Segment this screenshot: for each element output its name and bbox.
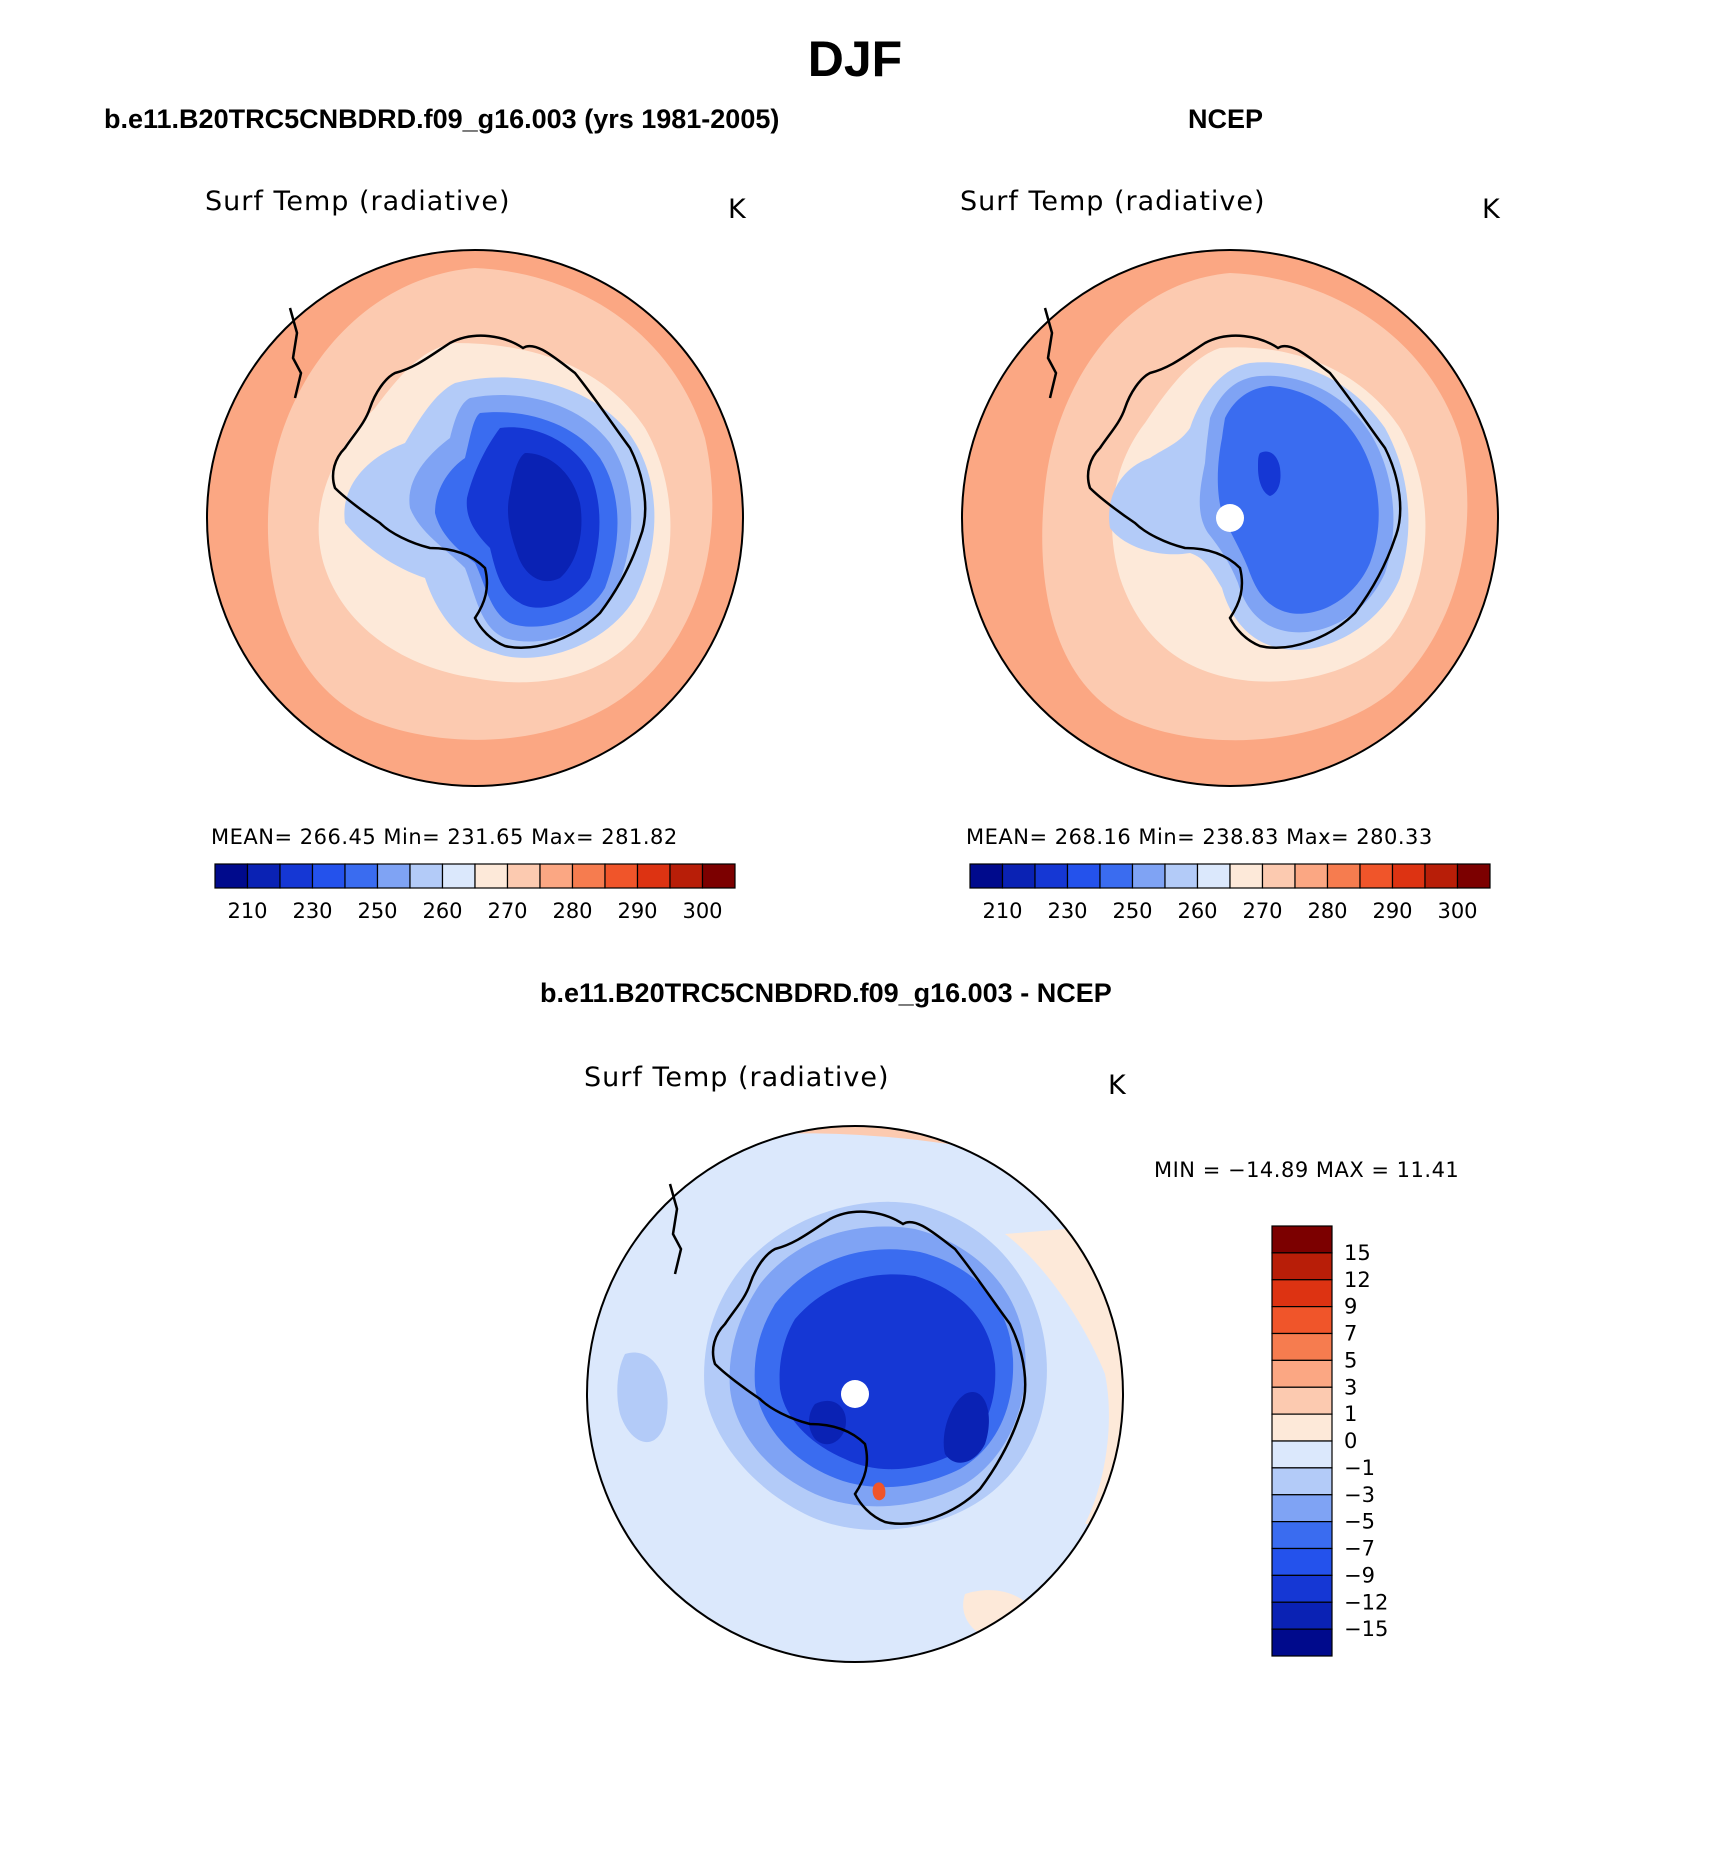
model-colorbar-box-10 [539,863,574,889]
difference-colorbar: 15 12 9 75 3 1 0 −1 −3 −5 −7−9 −12 −15 [1271,1225,1388,1657]
difference-colorbar-box-4 [1271,1332,1333,1361]
model-variable-title: Surf Temp (radiative) [205,186,511,217]
model-colorbar-box-15 [701,863,736,889]
difference-colorbar-tick-label: −7 [1344,1537,1375,1561]
difference-min-max: MIN = −14.89 MAX = 11.41 [1154,1158,1460,1182]
ncep-colorbar-box-5 [1131,863,1166,889]
difference-colorbar-tick-label: −9 [1344,1563,1375,1587]
ncep-colorbar-tick-label: 230 [1047,899,1087,923]
ncep-colorbar-box-1 [1001,863,1036,889]
ncep-colorbar-box-0 [969,863,1004,889]
ncep-colorbar-box-2 [1034,863,1069,889]
model-colorbar-box-6 [409,863,444,889]
model-colorbar-box-0 [214,863,249,889]
difference-colorbar-box-9 [1271,1467,1333,1496]
ncep-colorbar-tick-label: 270 [1242,899,1282,923]
model-colorbar-tick-label: 270 [487,899,527,923]
model-colorbar-tick-label: 210 [227,899,267,923]
difference-colorbar-box-2 [1271,1279,1333,1308]
difference-colorbar-box-6 [1271,1386,1333,1415]
difference-colorbar-tick-label: 7 [1344,1322,1357,1346]
ncep-colorbar-box-6 [1164,863,1199,889]
ncep-colorbar-box-13 [1391,863,1426,889]
ncep-colorbar-box-8 [1229,863,1264,889]
difference-colorbar-box-5 [1271,1359,1333,1388]
ncep-colorbar-box-4 [1099,863,1134,889]
model-colorbar-tick-label: 280 [552,899,592,923]
difference-colorbar-box-11 [1271,1521,1333,1550]
model-colorbar-box-13 [636,863,671,889]
season-title: DJF [807,31,903,87]
ncep-colorbar-box-10 [1294,863,1329,889]
ncep-panel-header: NCEP [1188,104,1264,134]
difference-colorbar-box-1 [1271,1252,1333,1281]
ncep-colorbar-box-11 [1326,863,1361,889]
model-colorbar-box-11 [571,863,606,889]
model-units-label: K [728,194,746,225]
difference-panel-header: b.e11.B20TRC5CNBDRD.f09_g16.003 - NCEP [540,978,1112,1008]
difference-colorbar-tick-label: −5 [1344,1510,1375,1534]
ncep-colorbar-box-12 [1359,863,1394,889]
difference-colorbar-box-3 [1271,1306,1333,1335]
ncep-units-label: K [1482,194,1500,225]
difference-units-label: K [1108,1070,1126,1101]
ncep-colorbar-tick-label: 280 [1307,899,1347,923]
ncep-colorbar-tick-label: 290 [1372,899,1412,923]
ncep-colorbar-box-14 [1424,863,1459,889]
model-colorbar-tick-label: 290 [617,899,657,923]
ncep-stats: MEAN= 268.16 Min= 238.83 Max= 280.33 [966,825,1433,849]
model-colorbar-box-3 [311,863,346,889]
model-colorbar-box-7 [441,863,476,889]
model-colorbar-tick-label: 300 [682,899,722,923]
model-colorbar-box-14 [669,863,704,889]
model-colorbar-tick-label: 250 [357,899,397,923]
model-panel-header: b.e11.B20TRC5CNBDRD.f09_g16.003 (yrs 198… [104,104,780,134]
ncep-colorbar-box-15 [1456,863,1491,889]
model-colorbar-box-4 [344,863,379,889]
difference-colorbar-tick-label: 15 [1344,1241,1371,1265]
difference-colorbar-box-15 [1271,1628,1333,1657]
model-colorbar-box-12 [604,863,639,889]
ncep-colorbar-box-3 [1066,863,1101,889]
model-colorbar-box-9 [506,863,541,889]
ncep-colorbar-box-7 [1196,863,1231,889]
difference-colorbar-box-8 [1271,1440,1333,1469]
difference-polar-map [586,1125,1124,1663]
difference-colorbar-tick-label: 12 [1344,1268,1371,1292]
difference-colorbar-tick-label: −1 [1344,1456,1375,1480]
model-colorbar-box-1 [246,863,281,889]
difference-variable-title: Surf Temp (radiative) [584,1062,890,1093]
difference-colorbar-tick-label: −3 [1344,1483,1375,1507]
difference-colorbar-box-14 [1271,1601,1333,1630]
difference-colorbar-box-0 [1271,1225,1333,1254]
ncep-colorbar: 210 230 250 260 270 280 290 300 [969,863,1491,923]
model-stats: MEAN= 266.45 Min= 231.65 Max= 281.82 [211,825,678,849]
ncep-colorbar-tick-label: 250 [1112,899,1152,923]
model-colorbar: 210 230 250 260 270 280 290 300 [214,863,736,923]
model-colorbar-box-8 [474,863,509,889]
model-colorbar-tick-label: 230 [292,899,332,923]
ncep-polar-map [961,249,1499,787]
difference-colorbar-box-7 [1271,1413,1333,1442]
ncep-colorbar-tick-label: 260 [1177,899,1217,923]
difference-colorbar-tick-label: 0 [1344,1429,1357,1453]
difference-colorbar-box-13 [1271,1574,1333,1603]
ncep-variable-title: Surf Temp (radiative) [960,186,1266,217]
model-colorbar-box-5 [376,863,411,889]
difference-colorbar-box-10 [1271,1494,1333,1523]
difference-colorbar-box-12 [1271,1547,1333,1576]
difference-colorbar-tick-label: 5 [1344,1348,1357,1372]
difference-colorbar-tick-label: 9 [1344,1295,1357,1319]
difference-colorbar-tick-label: −12 [1344,1590,1388,1614]
ncep-colorbar-tick-label: 210 [982,899,1022,923]
model-polar-map [206,249,744,787]
model-colorbar-tick-label: 260 [422,899,462,923]
difference-colorbar-tick-label: −15 [1344,1617,1388,1641]
difference-colorbar-tick-label: 3 [1344,1375,1357,1399]
ncep-colorbar-box-9 [1261,863,1296,889]
model-colorbar-box-2 [279,863,314,889]
difference-colorbar-tick-label: 1 [1344,1402,1357,1426]
ncep-colorbar-tick-label: 300 [1437,899,1477,923]
